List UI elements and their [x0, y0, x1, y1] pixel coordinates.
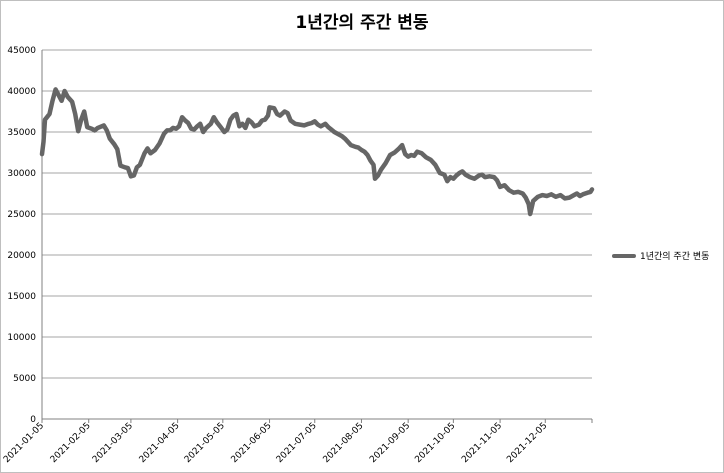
- series-line: [39, 87, 595, 217]
- chart-title: 1년간의 주간 변동: [295, 13, 429, 33]
- y-tick-label: 40000: [7, 87, 36, 97]
- x-tick-label: 2021-07-05: [275, 421, 319, 465]
- legend-swatch: [612, 253, 636, 258]
- x-tick-label: 2021-04-05: [138, 421, 182, 465]
- x-tick-label: 2021-12-05: [505, 421, 549, 465]
- x-tick-label: 2021-05-05: [183, 421, 227, 465]
- y-tick-label: 35000: [7, 128, 36, 138]
- x-tick-label: 2021-08-05: [322, 421, 366, 465]
- x-tick-label: 2021-11-05: [460, 421, 504, 465]
- y-tick-label: 30000: [7, 169, 36, 179]
- x-tick-label: 2021-09-05: [368, 421, 412, 465]
- y-tick-label: 25000: [7, 210, 36, 220]
- legend-label: 1년간의 주간 변동: [640, 252, 710, 262]
- y-tick-label: 10000: [7, 333, 36, 343]
- y-tick-label: 15000: [7, 292, 36, 302]
- x-tick-label: 2021-01-05: [2, 421, 46, 465]
- y-tick-label: 5000: [13, 374, 36, 384]
- x-tick-label: 2021-02-05: [49, 421, 93, 465]
- y-tick-label: 20000: [7, 251, 36, 261]
- x-tick-label: 2021-06-05: [230, 421, 274, 465]
- y-tick-label: 0: [30, 415, 36, 425]
- legend: 1년간의 주간 변동: [612, 249, 709, 262]
- y-tick-label: 45000: [7, 46, 36, 56]
- x-tick-label: 2021-10-05: [413, 421, 457, 465]
- x-tick-label: 2021-03-05: [91, 421, 135, 465]
